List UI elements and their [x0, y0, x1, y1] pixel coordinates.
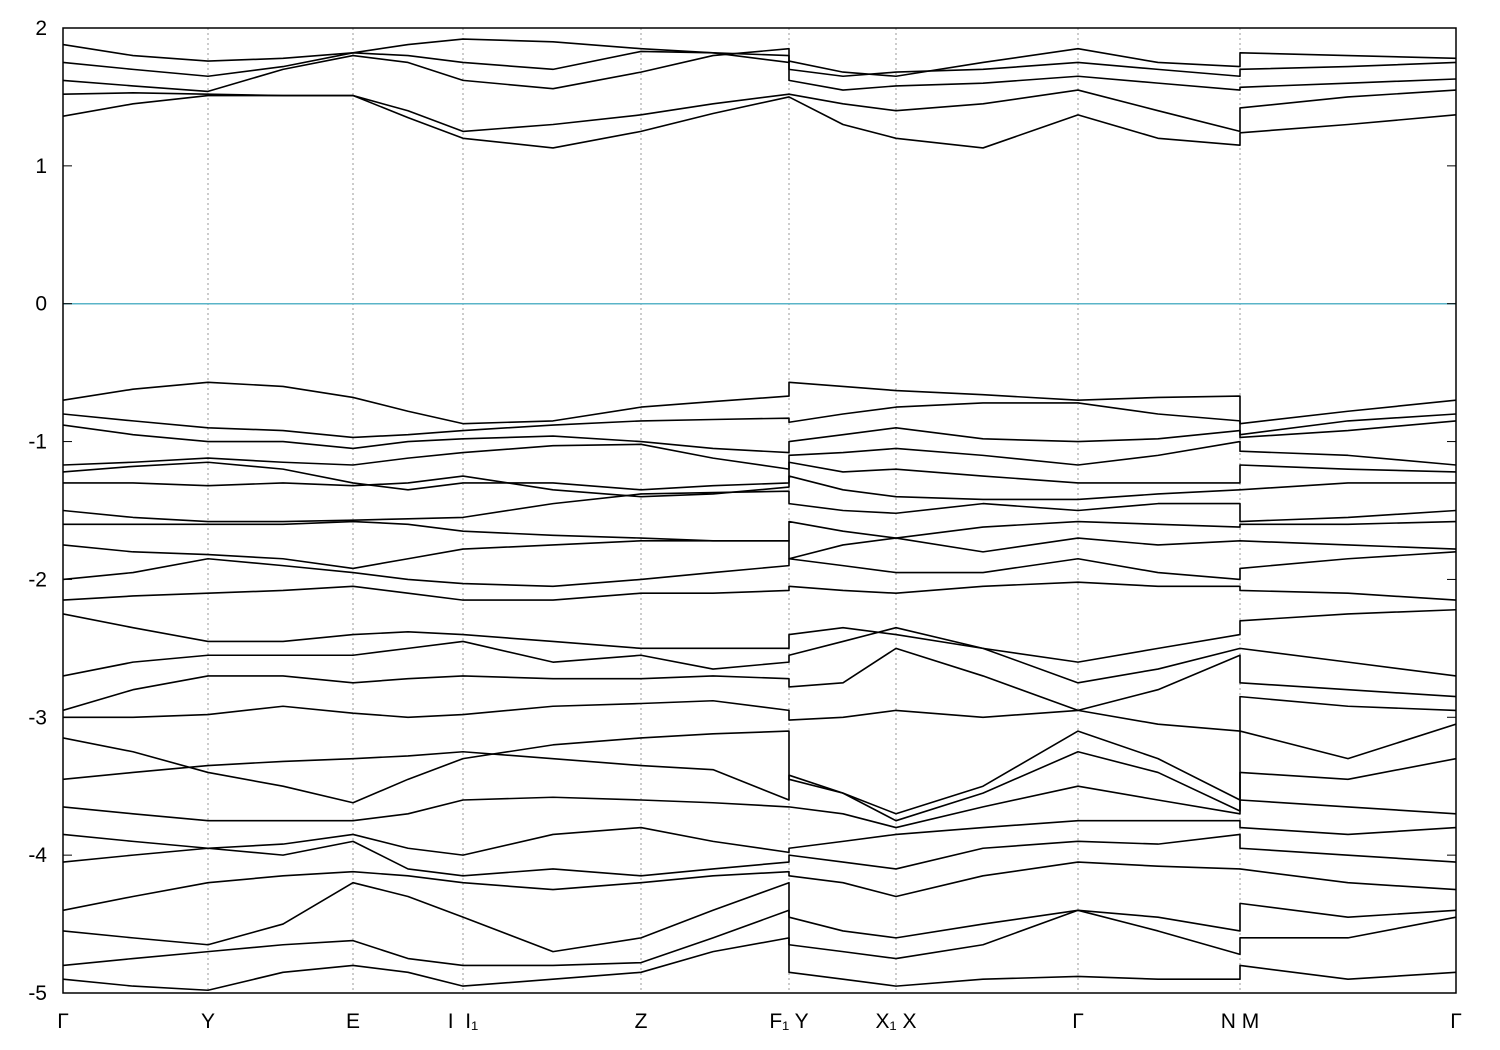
y-tick-label: 2 — [35, 17, 47, 40]
x-tick-label: Γ — [1450, 1010, 1462, 1033]
band-line — [63, 819, 1456, 856]
x-tick-label: I I₁ — [448, 1010, 478, 1033]
band-line — [63, 647, 1456, 712]
band-line — [63, 881, 1456, 953]
band-line — [63, 695, 1456, 732]
x-tick-label: N M — [1221, 1010, 1260, 1033]
band-line — [63, 38, 1456, 78]
band-line — [63, 520, 1456, 542]
band-line — [63, 937, 1456, 992]
band-line — [63, 833, 1456, 877]
band-line — [63, 551, 1456, 588]
band-line — [63, 461, 1456, 491]
y-tick-label: -1 — [28, 431, 47, 454]
band-line — [63, 490, 1456, 523]
y-tick-label: 1 — [35, 155, 47, 178]
band-line — [63, 537, 1456, 570]
y-tick-label: -2 — [28, 568, 47, 591]
band-line — [63, 750, 1456, 822]
x-tick-label: E — [346, 1010, 360, 1033]
band-line — [63, 475, 1456, 501]
band-line — [63, 626, 1456, 684]
band-line — [63, 420, 1456, 454]
band-line — [63, 581, 1456, 601]
x-tick-label: X₁ X — [876, 1010, 917, 1033]
axes: -5 -4 -3 -2 -1 0 1 2 Γ Y E I I₁ Z F₁ Y X₁ X Γ N M Γ — [28, 17, 1461, 1033]
band-line — [63, 89, 1456, 133]
x-tick-label: Γ — [57, 1010, 69, 1033]
y-tick-label: -4 — [28, 844, 47, 867]
band-line — [63, 50, 1456, 78]
x-tick-label: F₁ Y — [769, 1010, 808, 1033]
band-line — [63, 94, 1456, 149]
y-tick-label: 0 — [35, 293, 47, 316]
plot-frame — [62, 27, 1457, 994]
band-line — [63, 608, 1456, 663]
band-line — [63, 785, 1456, 829]
band-line — [63, 723, 1456, 815]
x-tick-label: Γ — [1072, 1010, 1084, 1033]
band-line — [63, 47, 1456, 93]
band-line — [63, 861, 1456, 912]
band-line — [63, 402, 1456, 439]
x-tick-label: Y — [201, 1010, 215, 1033]
bands — [63, 38, 1456, 992]
band-line — [63, 909, 1456, 967]
y-tick-label: -5 — [28, 982, 47, 1005]
band-line — [63, 381, 1456, 425]
y-tick-label: -3 — [28, 706, 47, 729]
x-tick-label: Z — [635, 1010, 648, 1033]
